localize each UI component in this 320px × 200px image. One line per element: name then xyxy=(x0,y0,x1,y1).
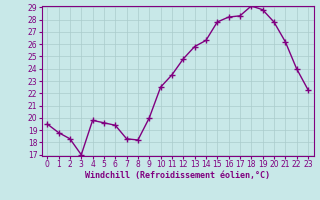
X-axis label: Windchill (Refroidissement éolien,°C): Windchill (Refroidissement éolien,°C) xyxy=(85,171,270,180)
